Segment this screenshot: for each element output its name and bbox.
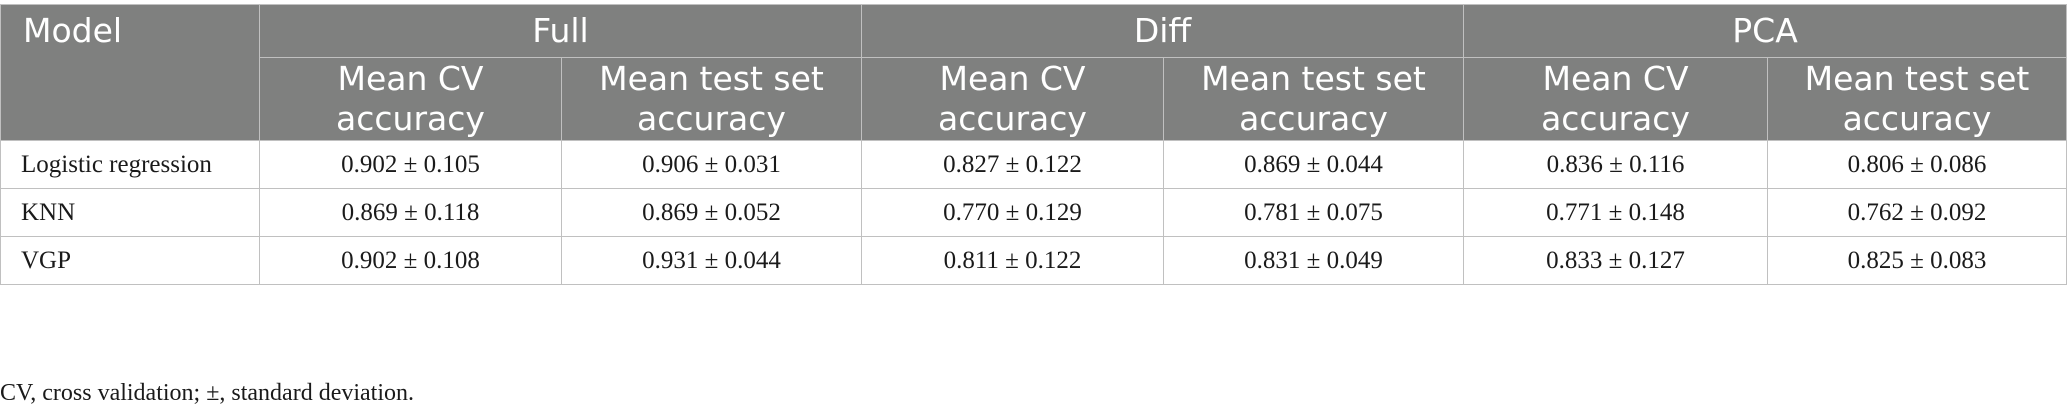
table-cell: 0.833 ± 0.127 [1463, 236, 1769, 285]
table-footnote: CV, cross validation; ±, standard deviat… [0, 380, 414, 406]
subheader-pca-test: Mean test set accuracy [1767, 57, 2068, 141]
group-header-diff: Diff [860, 4, 1465, 58]
table-cell: 0.770 ± 0.129 [861, 188, 1164, 237]
group-header-pca: PCA [1463, 4, 2068, 58]
subheader-full-test: Mean test set accuracy [561, 57, 862, 141]
subheader-pca-cv: Mean CV accuracy [1463, 57, 1769, 141]
row-model-name: KNN [0, 188, 260, 237]
table-cell: 0.931 ± 0.044 [561, 236, 862, 285]
table-cell: 0.869 ± 0.044 [1162, 140, 1465, 189]
table-row: VGP 0.902 ± 0.108 0.931 ± 0.044 0.811 ± … [0, 236, 2068, 285]
table-cell: 0.836 ± 0.116 [1463, 140, 1769, 189]
header-subcolumn-row: Mean CV accuracy Mean test set accuracy … [1, 57, 2068, 141]
table-cell: 0.869 ± 0.052 [561, 188, 862, 237]
row-model-name: Logistic regression [0, 140, 260, 189]
table-row: KNN 0.869 ± 0.118 0.869 ± 0.052 0.770 ± … [0, 188, 2068, 237]
table-cell: 0.811 ± 0.122 [861, 236, 1164, 285]
table-cell: 0.869 ± 0.118 [259, 188, 562, 237]
table-cell: 0.825 ± 0.083 [1767, 236, 2068, 285]
row-model-name: VGP [0, 236, 260, 285]
model-column-header: Model [0, 4, 260, 141]
table-cell: 0.827 ± 0.122 [861, 140, 1164, 189]
table-cell: 0.902 ± 0.108 [259, 236, 562, 285]
table-cell: 0.762 ± 0.092 [1767, 188, 2068, 237]
results-table: Model Full Diff PCA Mean CV accuracy Mea… [0, 4, 2068, 285]
table-cell: 0.902 ± 0.105 [259, 140, 562, 189]
table-body: Logistic regression 0.902 ± 0.105 0.906 … [0, 140, 2068, 285]
header-group-row: Model Full Diff PCA [0, 4, 2068, 141]
table-cell: 0.781 ± 0.075 [1162, 188, 1465, 237]
subheader-diff-cv: Mean CV accuracy [861, 57, 1164, 141]
table-cell: 0.831 ± 0.049 [1162, 236, 1465, 285]
group-header-full: Full [259, 4, 862, 58]
table-cell: 0.906 ± 0.031 [561, 140, 862, 189]
table-header: Model Full Diff PCA Mean CV accuracy Mea… [0, 4, 2068, 141]
table-cell: 0.806 ± 0.086 [1767, 140, 2068, 189]
subheader-full-cv: Mean CV accuracy [259, 57, 562, 141]
table-row: Logistic regression 0.902 ± 0.105 0.906 … [0, 140, 2068, 189]
subheader-diff-test: Mean test set accuracy [1162, 57, 1465, 141]
table-cell: 0.771 ± 0.148 [1463, 188, 1769, 237]
